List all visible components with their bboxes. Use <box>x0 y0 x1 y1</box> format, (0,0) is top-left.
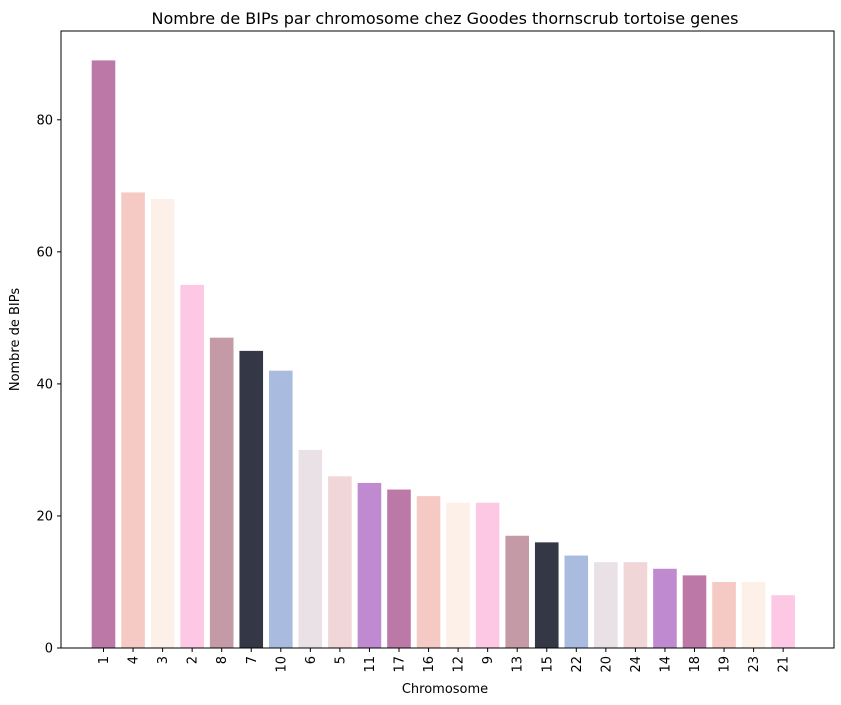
x-tick-label: 3 <box>156 656 171 664</box>
bar-2 <box>180 284 204 648</box>
y-tick-label: 60 <box>36 245 53 260</box>
plot-frame <box>60 30 835 649</box>
x-tick-label: 15 <box>540 656 555 673</box>
bar-24 <box>623 562 648 648</box>
x-tick-label: 2 <box>186 656 201 664</box>
y-axis-label: Nombre de BIPs <box>8 288 23 392</box>
x-tick-label: 24 <box>629 656 644 673</box>
bar-15 <box>534 542 559 648</box>
y-tick-label: 20 <box>36 509 53 524</box>
bar-18 <box>682 575 707 648</box>
bars-group <box>91 60 795 648</box>
x-tick-label: 21 <box>777 656 792 673</box>
x-tick-label: 11 <box>363 656 378 673</box>
x-tick-label: 5 <box>333 656 348 664</box>
x-axis-label: Chromosome <box>402 682 488 697</box>
bar-23 <box>741 581 766 648</box>
bar-12 <box>446 502 470 648</box>
x-tick-label: 8 <box>215 656 230 664</box>
bar-22 <box>564 555 589 648</box>
x-tick-label: 19 <box>718 656 733 673</box>
x-tick-label: 23 <box>747 656 762 673</box>
bar-16 <box>416 496 441 648</box>
bar-19 <box>712 581 736 648</box>
bar-10 <box>269 370 293 648</box>
bar-5 <box>328 476 352 648</box>
x-tick-label: 1 <box>97 656 112 664</box>
bar-14 <box>653 568 677 648</box>
bar-4 <box>121 192 145 648</box>
bar-7 <box>239 350 264 648</box>
x-tick-label: 6 <box>304 656 319 664</box>
y-tick-label: 40 <box>36 377 53 392</box>
x-tick-label: 7 <box>245 656 260 664</box>
x-tick-label: 20 <box>599 656 614 673</box>
x-tick-label: 17 <box>393 656 408 673</box>
y-tick-label: 0 <box>45 642 53 657</box>
bar-6 <box>298 449 323 648</box>
x-tick-label: 16 <box>422 656 437 673</box>
x-tick-label: 9 <box>481 656 496 664</box>
bar-8 <box>209 337 234 648</box>
x-tick-label: 12 <box>452 656 467 673</box>
x-tick-label: 10 <box>274 656 289 673</box>
x-tick-label: 4 <box>127 656 142 664</box>
x-ticks-group: 1 4 3 2 8 7 10 6 5 11 17 16 12 9 13 15 22 20 24 14 18 19 23 21 <box>97 648 792 673</box>
y-tick-label: 80 <box>36 113 53 128</box>
bar-20 <box>594 562 618 648</box>
bar-9 <box>475 502 500 648</box>
bar-11 <box>357 482 382 648</box>
bar-13 <box>505 535 529 648</box>
bar-17 <box>387 489 411 648</box>
x-tick-label: 14 <box>658 656 673 673</box>
bar-3 <box>150 199 175 648</box>
bar-1 <box>91 60 116 648</box>
bar-21 <box>771 595 795 648</box>
x-tick-label: 18 <box>688 656 703 673</box>
y-ticks-group: 0 20 40 60 80 <box>36 113 61 657</box>
chart-title: Nombre de BIPs par chromosome chez Goode… <box>152 9 739 28</box>
x-tick-label: 13 <box>511 656 526 673</box>
x-tick-label: 22 <box>570 656 585 673</box>
